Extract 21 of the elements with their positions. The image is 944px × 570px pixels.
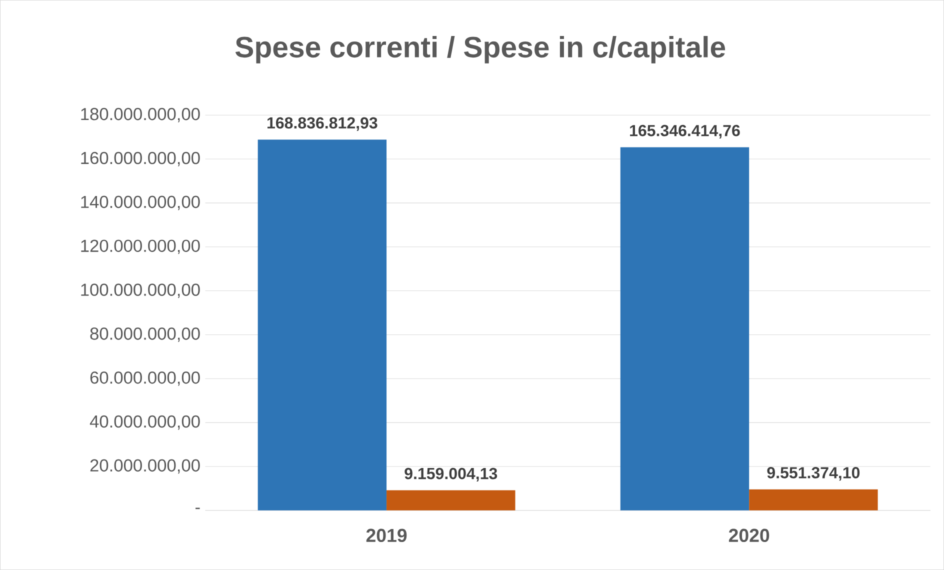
bar — [620, 147, 750, 510]
data-label: 168.836.812,93 — [267, 117, 378, 131]
y-tick-label: 80.000.000,00 — [90, 328, 200, 342]
y-tick-label: 100.000.000,00 — [81, 284, 200, 298]
y-tick-label: 160.000.000,00 — [81, 152, 200, 166]
x-tick-label: 2019 — [366, 528, 407, 542]
chart-title: Spese correnti / Spese in c/capitale — [235, 36, 726, 64]
data-label: 9.551.374,10 — [767, 466, 860, 481]
y-tick-label: 120.000.000,00 — [81, 240, 200, 254]
y-tick-label: 20.000.000,00 — [90, 459, 200, 474]
y-tick-label: 40.000.000,00 — [90, 415, 200, 430]
y-tick-label: 180.000.000,00 — [81, 108, 200, 122]
bar — [749, 489, 878, 510]
x-tick-label: 2020 — [728, 528, 770, 542]
y-tick-label: 140.000.000,00 — [81, 196, 200, 210]
bar — [386, 490, 516, 510]
y-tick-label: 60.000.000,00 — [90, 371, 200, 386]
bar — [258, 140, 387, 510]
y-tick-label: - — [196, 508, 200, 510]
data-label: 165.346.414,76 — [630, 124, 740, 139]
data-label: 9.159.004,13 — [404, 468, 498, 482]
